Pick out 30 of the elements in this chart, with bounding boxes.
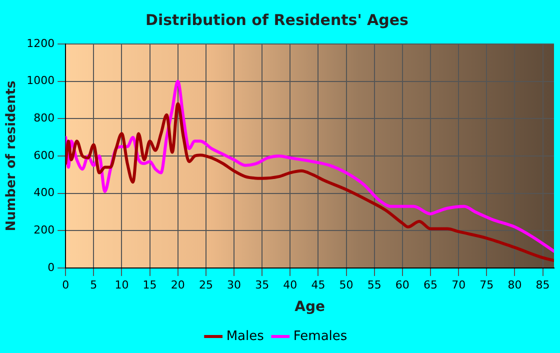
x-tick-label: 80 xyxy=(508,278,522,292)
x-tick-label: 5 xyxy=(90,278,98,292)
legend-label: Males xyxy=(226,328,264,344)
x-tick-label: 0 xyxy=(62,278,70,292)
x-tick-label: 70 xyxy=(452,278,466,292)
y-tick-label: 800 xyxy=(34,112,55,125)
x-tick-label: 85 xyxy=(536,278,550,292)
x-tick-label: 60 xyxy=(395,278,410,292)
x-tick-label: 30 xyxy=(227,278,242,292)
x-tick-label: 15 xyxy=(142,278,157,292)
x-tick-label: 10 xyxy=(114,278,129,292)
legend-label: Females xyxy=(293,328,348,344)
x-tick-label: 45 xyxy=(311,278,326,292)
x-tick-label: 40 xyxy=(283,278,298,292)
chart-title: Distribution of Residents' Ages xyxy=(146,10,409,29)
x-tick-label: 50 xyxy=(339,278,354,292)
x-tick-label: 25 xyxy=(198,278,213,292)
y-tick-label: 400 xyxy=(34,186,55,200)
y-tick-label: 600 xyxy=(34,148,55,162)
x-tick-label: 65 xyxy=(423,278,438,292)
y-tick-label: 1200 xyxy=(26,36,55,50)
x-axis-title: Age xyxy=(294,299,325,316)
x-tick-label: 35 xyxy=(255,278,270,292)
y-tick-label: 200 xyxy=(34,224,55,237)
y-axis-title: Number of residents xyxy=(4,80,20,232)
y-tick-label: 0 xyxy=(48,260,55,274)
x-tick-label: 75 xyxy=(480,278,494,292)
y-tick-label: 1000 xyxy=(26,74,55,88)
x-tick-label: 20 xyxy=(170,278,185,292)
x-tick-label: 55 xyxy=(367,278,382,292)
